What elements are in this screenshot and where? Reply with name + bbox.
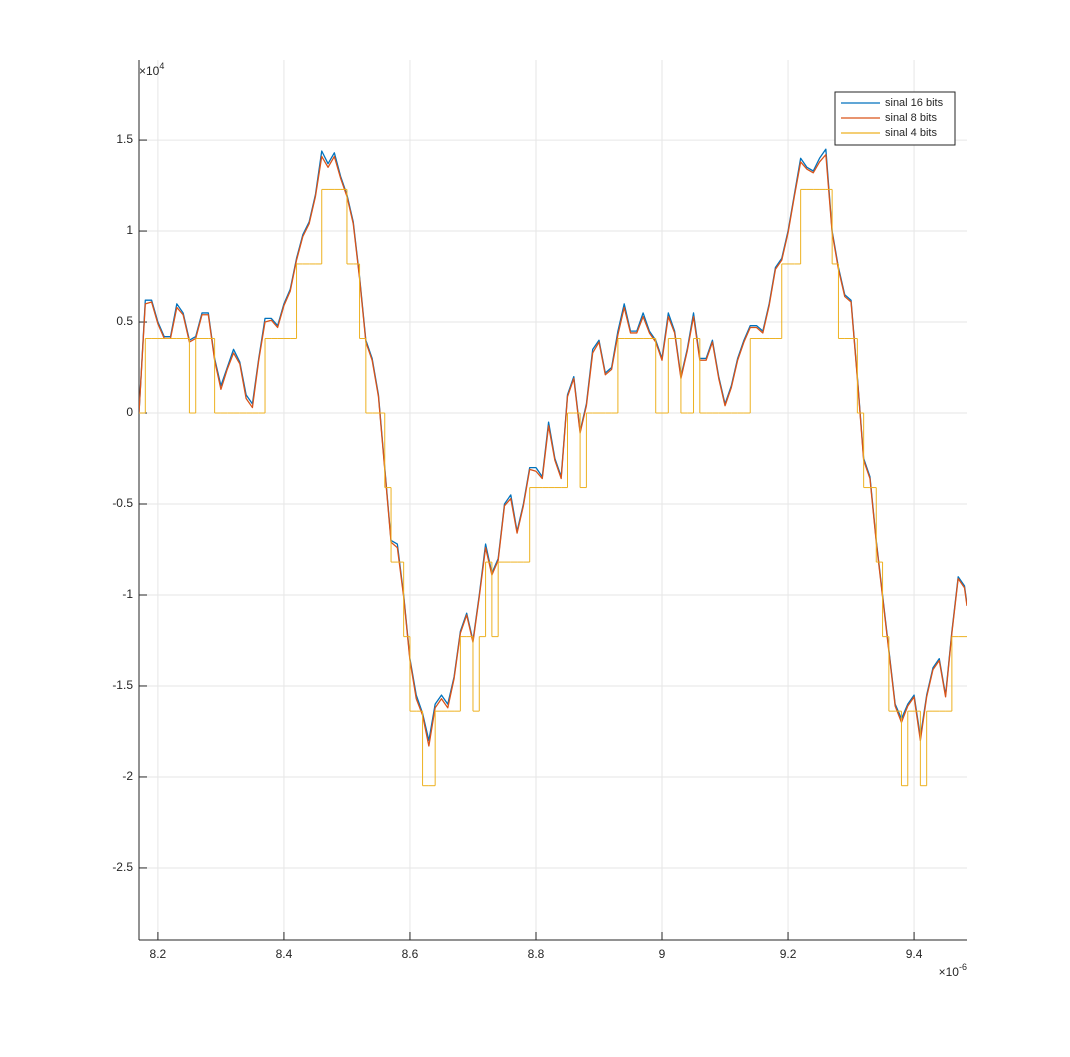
y-tick-label: -1 — [122, 587, 133, 601]
multiplier-base: ×10 — [939, 965, 960, 979]
y-tick-label: 0 — [126, 405, 133, 419]
x-tick-label: 9.4 — [906, 947, 923, 961]
x-tick-label: 8.2 — [150, 947, 167, 961]
multiplier-base: ×10 — [139, 64, 160, 78]
legend-label: sinal 8 bits — [885, 112, 937, 124]
x-tick-label: 8.6 — [402, 947, 419, 961]
y-tick-label: 0.5 — [116, 314, 133, 328]
y-tick-label: -2 — [122, 769, 133, 783]
axis-multiplier: ×104 — [139, 61, 164, 78]
legend-label: sinal 4 bits — [885, 127, 937, 139]
x-tick-label: 8.8 — [528, 947, 545, 961]
x-tick-label: 9 — [659, 947, 666, 961]
x-tick-label: 9.2 — [780, 947, 797, 961]
y-tick-label: -0.5 — [112, 496, 133, 510]
series-line — [139, 148, 967, 742]
x-tick-label: 8.4 — [276, 947, 293, 961]
y-tick-label: 1.5 — [116, 132, 133, 146]
y-tick-label: 1 — [126, 223, 133, 237]
series-line — [139, 153, 967, 747]
y-tick-label: -1.5 — [112, 678, 133, 692]
multiplier-exponent: -6 — [959, 962, 967, 972]
plot-area — [139, 148, 967, 787]
y-tick-label: -2.5 — [112, 860, 133, 874]
legend-label: sinal 16 bits — [885, 97, 944, 109]
multiplier-exponent: 4 — [159, 61, 164, 71]
axis-multiplier: ×10-6 — [939, 962, 967, 979]
